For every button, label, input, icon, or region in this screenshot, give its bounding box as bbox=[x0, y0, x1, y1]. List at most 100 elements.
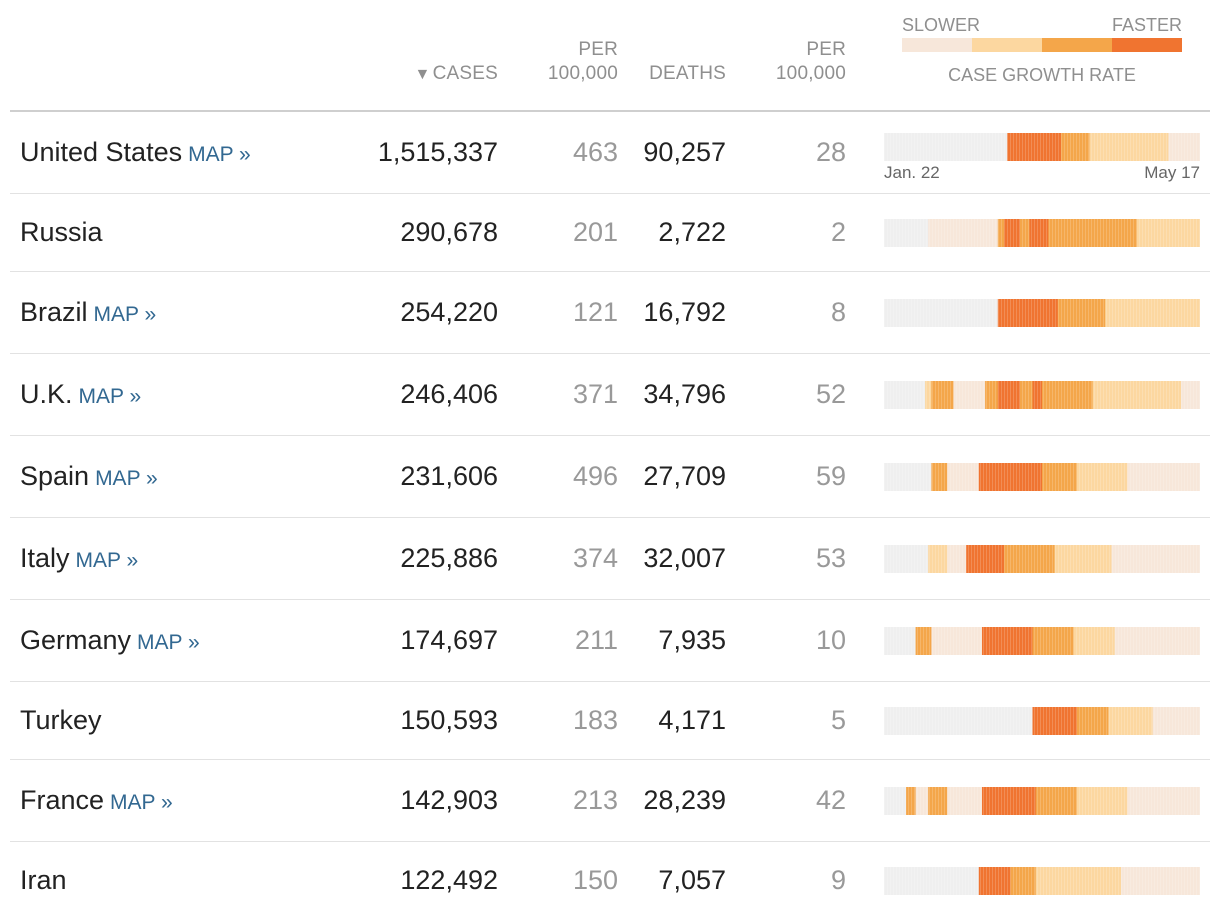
day-tick bbox=[1127, 133, 1128, 161]
map-link[interactable]: MAP » bbox=[137, 631, 200, 654]
cases-per-100k-cell: 211 bbox=[574, 625, 618, 655]
day-tick bbox=[1181, 545, 1182, 573]
day-tick bbox=[1094, 707, 1095, 735]
day-tick bbox=[914, 867, 915, 895]
day-tick bbox=[1064, 299, 1065, 327]
day-tick bbox=[986, 299, 987, 327]
day-tick bbox=[1061, 707, 1062, 735]
day-tick bbox=[1055, 381, 1056, 409]
day-tick bbox=[917, 463, 918, 491]
map-link[interactable]: MAP » bbox=[188, 143, 251, 166]
day-tick bbox=[1040, 133, 1041, 161]
day-tick bbox=[905, 627, 906, 655]
day-tick bbox=[1001, 219, 1002, 247]
day-tick bbox=[1121, 545, 1122, 573]
day-tick bbox=[1130, 463, 1131, 491]
day-tick bbox=[956, 219, 957, 247]
day-tick bbox=[974, 299, 975, 327]
day-tick bbox=[920, 627, 921, 655]
legend-slower-label: SLOWER bbox=[902, 15, 981, 35]
day-tick bbox=[1100, 707, 1101, 735]
day-tick bbox=[1049, 867, 1050, 895]
day-tick bbox=[1151, 545, 1152, 573]
day-tick bbox=[1133, 219, 1134, 247]
day-tick bbox=[1022, 707, 1023, 735]
cases-per-100k-cell: 463 bbox=[572, 137, 618, 167]
map-link[interactable]: MAP » bbox=[93, 303, 157, 326]
map-link[interactable]: MAP » bbox=[78, 385, 142, 408]
day-tick bbox=[1070, 627, 1071, 655]
day-tick bbox=[941, 545, 942, 573]
day-tick bbox=[965, 133, 966, 161]
day-tick bbox=[920, 299, 921, 327]
day-tick bbox=[926, 707, 927, 735]
col-header-deaths-per-100k[interactable]: PER 100,000 bbox=[776, 38, 846, 86]
day-tick bbox=[1082, 787, 1083, 815]
day-tick bbox=[1013, 545, 1014, 573]
day-tick bbox=[1055, 787, 1056, 815]
map-link[interactable]: MAP » bbox=[110, 791, 173, 814]
day-tick bbox=[1025, 299, 1026, 327]
cases-per-100k-cell: 183 bbox=[572, 705, 618, 735]
day-tick bbox=[1166, 545, 1167, 573]
day-tick bbox=[914, 787, 915, 815]
day-tick bbox=[998, 707, 999, 735]
day-tick bbox=[890, 381, 891, 409]
day-tick bbox=[950, 707, 951, 735]
map-link[interactable]: MAP » bbox=[95, 467, 158, 490]
day-tick bbox=[1067, 219, 1068, 247]
country-name: France bbox=[20, 785, 105, 815]
day-tick bbox=[1187, 867, 1188, 895]
day-tick bbox=[983, 463, 984, 491]
day-tick bbox=[911, 463, 912, 491]
map-link[interactable]: MAP » bbox=[75, 549, 139, 572]
day-tick bbox=[1184, 133, 1185, 161]
day-tick bbox=[905, 545, 906, 573]
day-tick bbox=[1112, 463, 1113, 491]
day-tick bbox=[1163, 133, 1164, 161]
day-tick bbox=[1109, 299, 1110, 327]
day-tick bbox=[1052, 381, 1053, 409]
day-tick bbox=[929, 545, 930, 573]
day-tick bbox=[1100, 133, 1101, 161]
day-tick bbox=[1148, 219, 1149, 247]
day-tick bbox=[1013, 627, 1014, 655]
day-tick bbox=[1016, 545, 1017, 573]
growth-segment-slower bbox=[1152, 463, 1200, 491]
day-tick bbox=[1187, 787, 1188, 815]
day-tick bbox=[959, 463, 960, 491]
day-tick bbox=[1046, 867, 1047, 895]
day-tick bbox=[1064, 627, 1065, 655]
day-tick bbox=[1088, 219, 1089, 247]
day-tick bbox=[1178, 707, 1179, 735]
day-tick bbox=[1145, 627, 1146, 655]
day-tick bbox=[1049, 299, 1050, 327]
day-tick bbox=[1007, 299, 1008, 327]
day-tick bbox=[1130, 381, 1131, 409]
growth-segment-none bbox=[884, 707, 1033, 735]
day-tick bbox=[1037, 787, 1038, 815]
col-header-cases[interactable]: ▼ CASES bbox=[415, 62, 498, 87]
day-tick bbox=[1034, 463, 1035, 491]
day-tick bbox=[1181, 381, 1182, 409]
growth-segment-fast bbox=[1035, 787, 1078, 815]
day-tick bbox=[941, 463, 942, 491]
day-tick bbox=[1097, 867, 1098, 895]
col-header-cases-per-100k[interactable]: PER 100,000 bbox=[548, 38, 618, 86]
day-tick bbox=[1142, 545, 1143, 573]
day-tick bbox=[1058, 299, 1059, 327]
day-tick bbox=[944, 545, 945, 573]
day-tick bbox=[1100, 627, 1101, 655]
day-tick bbox=[902, 627, 903, 655]
col-header-deaths[interactable]: DEATHS bbox=[649, 63, 726, 84]
day-tick bbox=[914, 299, 915, 327]
day-tick bbox=[965, 867, 966, 895]
day-tick bbox=[1019, 545, 1020, 573]
day-tick bbox=[1019, 627, 1020, 655]
day-tick bbox=[1118, 219, 1119, 247]
day-tick bbox=[1154, 545, 1155, 573]
growth-segment-faster bbox=[997, 299, 1059, 327]
day-tick bbox=[905, 463, 906, 491]
day-tick bbox=[902, 133, 903, 161]
growth-segment-faster bbox=[1004, 219, 1021, 247]
